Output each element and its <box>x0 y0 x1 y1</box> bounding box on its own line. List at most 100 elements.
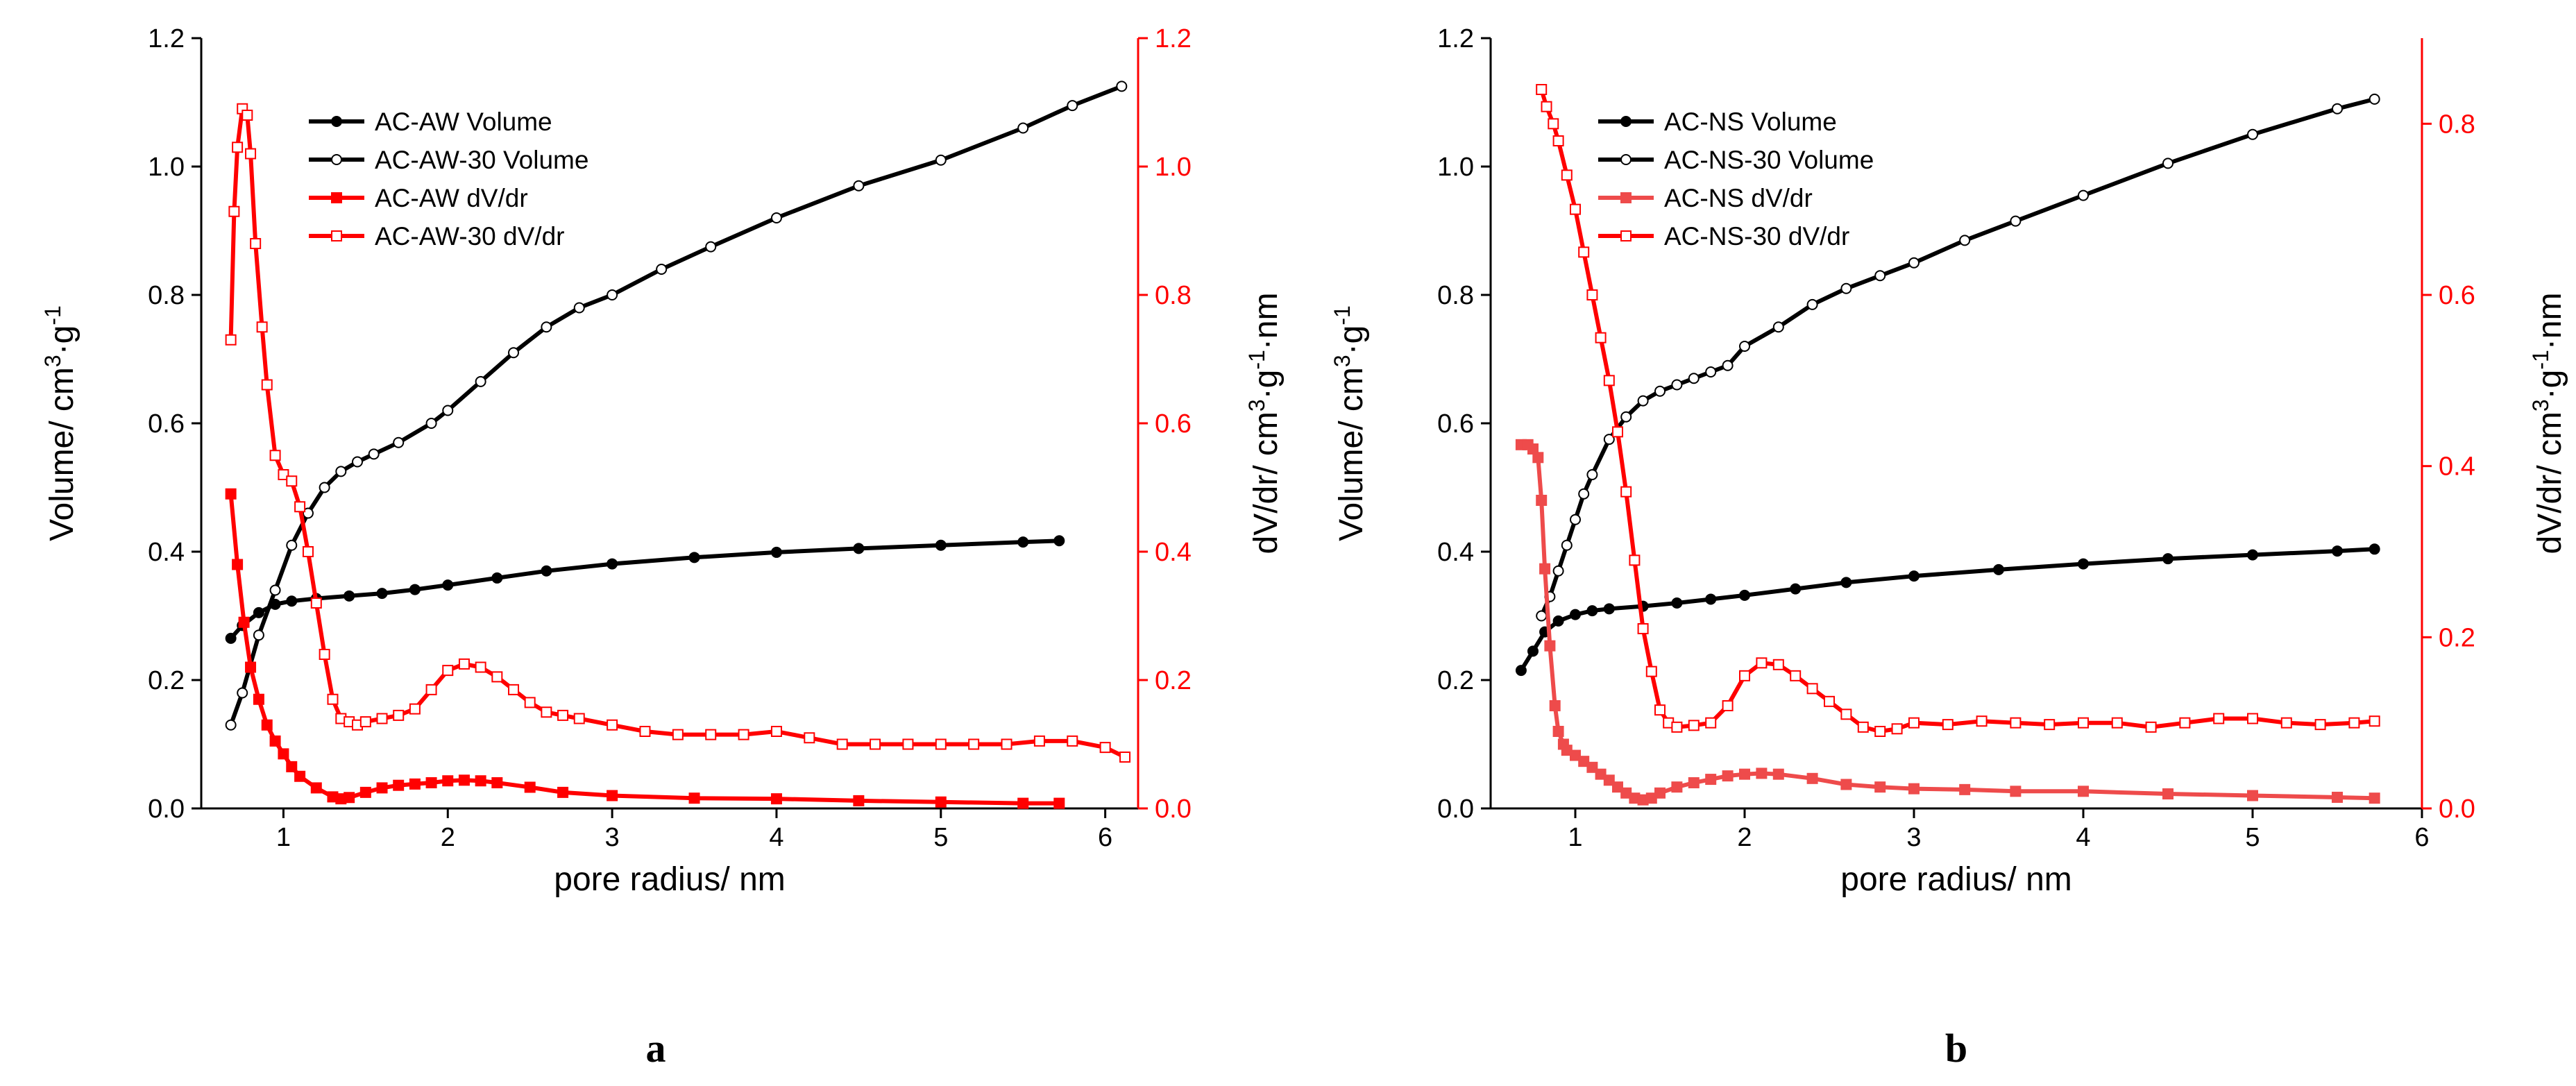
y-axis-left-title: Volume/ cm3·g-1 <box>1330 305 1370 541</box>
data-point <box>1116 80 1128 92</box>
data-point <box>541 321 552 333</box>
data-point <box>278 469 289 480</box>
data-point <box>1552 615 1564 627</box>
data-point <box>541 565 552 577</box>
data-point <box>232 559 244 570</box>
data-point <box>1739 670 1750 681</box>
data-point <box>836 738 848 750</box>
axis-label-main: dV/dr/ cm <box>2532 412 2568 554</box>
data-point <box>1033 735 1045 747</box>
data-point <box>935 154 947 166</box>
data-point <box>1544 640 1556 652</box>
data-point <box>1539 563 1551 575</box>
data-point <box>1857 721 1869 733</box>
data-point <box>1603 774 1615 786</box>
data-point <box>225 719 237 731</box>
data-point <box>1806 683 1818 695</box>
data-point <box>524 781 536 793</box>
data-point <box>770 212 782 223</box>
data-point <box>1541 101 1552 112</box>
legend-entry: AC-AW-30 Volume <box>375 146 588 174</box>
data-point <box>286 539 298 551</box>
data-point <box>1612 781 1623 793</box>
x-tick-label: 6 <box>2414 823 2429 852</box>
data-point <box>705 729 717 740</box>
data-point <box>245 148 257 160</box>
data-point <box>261 379 273 391</box>
data-point <box>442 665 454 677</box>
data-point <box>1840 779 1852 790</box>
data-point <box>376 588 388 600</box>
data-point <box>1671 721 1683 733</box>
data-point <box>1739 341 1750 352</box>
series-ac-ns-30-volume <box>1536 93 2380 622</box>
data-point <box>475 375 486 387</box>
data-point <box>1053 797 1065 809</box>
data-point <box>1739 589 1750 601</box>
data-point <box>1671 597 1683 609</box>
data-point <box>1874 726 1886 737</box>
series-ac-aw-30-volume <box>225 80 1128 731</box>
data-point <box>2078 717 2089 729</box>
data-point <box>524 697 536 709</box>
y-right-tick-label: 1.0 <box>1155 153 1192 182</box>
data-point <box>491 777 503 788</box>
data-point <box>1688 373 1700 384</box>
data-point <box>253 629 264 641</box>
y-right-tick-label: 0.8 <box>1155 281 1192 310</box>
axis-label-tail: ·nm <box>2532 293 2568 350</box>
data-point <box>2332 791 2343 803</box>
data-point <box>344 590 355 602</box>
data-point <box>1908 570 1920 582</box>
legend-marker <box>331 154 342 165</box>
data-point <box>557 786 569 798</box>
data-point <box>245 661 257 673</box>
data-point <box>770 793 782 805</box>
data-point <box>1552 726 1564 737</box>
data-point <box>1586 605 1598 617</box>
data-point <box>1578 488 1590 500</box>
data-point <box>1840 577 1852 588</box>
data-point <box>1595 768 1607 780</box>
data-point <box>335 466 347 477</box>
data-point <box>804 732 815 744</box>
data-point <box>2280 717 2292 729</box>
legend-entry: AC-AW Volume <box>375 108 552 136</box>
data-point <box>1603 603 1615 615</box>
data-point <box>508 347 519 359</box>
axis-label-tail: ·nm <box>1248 293 1285 350</box>
data-point <box>2179 717 2191 729</box>
data-point <box>2332 103 2343 114</box>
data-point <box>2078 558 2089 570</box>
series-ac-ns-dv-dr <box>1515 439 2380 806</box>
data-point <box>935 738 947 750</box>
data-point <box>2369 543 2380 555</box>
data-point <box>1532 452 1544 464</box>
data-point <box>870 738 881 750</box>
data-point <box>250 238 262 249</box>
series-ac-ns-30-dv-dr <box>1536 84 2380 737</box>
series-line <box>1520 442 2375 802</box>
data-point <box>286 761 298 772</box>
data-point <box>352 456 363 468</box>
data-point <box>1099 742 1111 754</box>
data-point <box>1671 379 1683 391</box>
data-point <box>607 790 618 801</box>
data-point <box>1603 434 1615 446</box>
data-point <box>319 649 330 660</box>
data-point <box>1595 332 1607 343</box>
data-point <box>853 795 865 806</box>
series-line <box>228 103 1126 759</box>
data-point <box>2314 719 2326 731</box>
data-point <box>1806 298 1818 310</box>
data-point <box>1637 623 1649 634</box>
legend: AC-AW Volume AC-AW-30 Volume AC-AW dV/dr AC… <box>309 108 588 251</box>
axis-label-sup2: -1 <box>1330 305 1355 325</box>
data-point <box>853 543 865 554</box>
data-point <box>1722 359 1734 371</box>
y-left-tick-label: 0.0 <box>148 795 185 824</box>
data-point <box>1561 169 1573 181</box>
data-point <box>393 436 405 448</box>
data-point <box>1119 752 1131 763</box>
data-point <box>1722 770 1734 782</box>
